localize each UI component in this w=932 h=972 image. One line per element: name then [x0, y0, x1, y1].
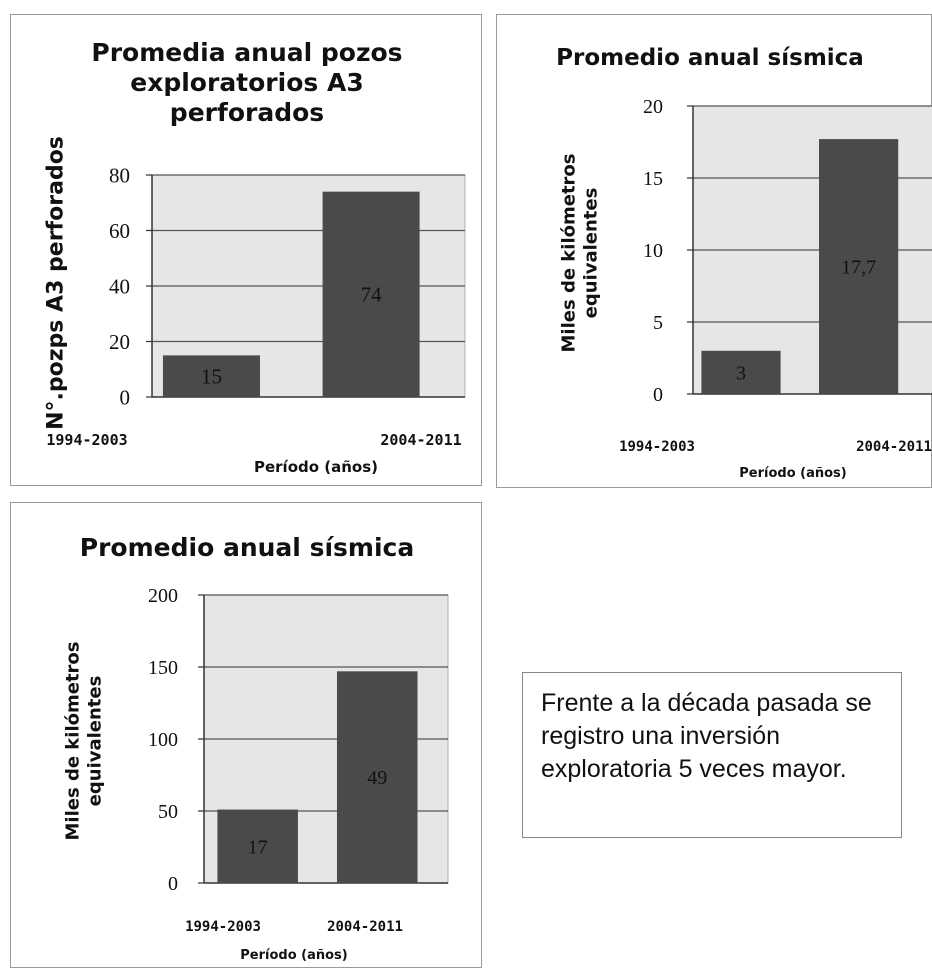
- bar: [217, 809, 298, 883]
- y-axis-label: Miles de kilómetrosequivalentes: [558, 153, 601, 352]
- chart-title-line: Promedia anual pozos: [91, 38, 402, 67]
- y-axis-label: Miles de kilómetrosequivalentes: [62, 641, 105, 840]
- bar: [162, 355, 260, 397]
- y-tick-label: 100: [148, 729, 178, 751]
- chart-title: Promedio anual sísmica: [80, 533, 414, 562]
- y-tick-label: 20: [643, 96, 663, 118]
- chart-title: Promedio anual sísmica: [556, 45, 864, 71]
- data-label: 3: [736, 362, 746, 384]
- y-tick-label: 50: [158, 801, 178, 823]
- y-axis-label-line: N°.pozps A3 perforados: [44, 136, 69, 430]
- data-label: 17,7: [841, 257, 876, 279]
- x-axis-label: Período (años): [739, 466, 847, 481]
- chart-wells: Promedia anual pozos exploratorios A3 perf…: [44, 38, 466, 476]
- x-category-label: 2004-2011: [327, 919, 403, 935]
- y-tick-label: 5: [653, 312, 663, 334]
- bar: [322, 191, 420, 397]
- x-category-label: 2004-2011: [380, 431, 461, 449]
- y-tick-label: 0: [120, 385, 131, 409]
- chart-seismic-1: Promedio anual sísmica 0 5 10 15 20 3 17,7 1994-…: [556, 45, 932, 481]
- bar: [701, 350, 781, 394]
- y-axis-label-line: Miles de kilómetros: [62, 641, 83, 840]
- chart-title-line: Promedio anual sísmica: [556, 45, 864, 71]
- chart-title-line: Promedio anual sísmica: [80, 533, 414, 562]
- x-category-label: 1994-2003: [619, 439, 695, 455]
- chart-title-line: exploratorios A3: [130, 68, 363, 97]
- y-axis-label-line: equivalentes: [580, 188, 601, 319]
- y-tick-label: 150: [148, 657, 178, 679]
- data-label: 49: [367, 767, 387, 789]
- chart-panel-seismic-1: Promedio anual sísmica 0 5 10 15 20 3 17,7 1994-…: [496, 14, 932, 488]
- bar: [819, 139, 899, 394]
- y-tick-label: 80: [109, 163, 130, 187]
- y-tick-label: 200: [148, 585, 178, 607]
- x-category-label: 2004-2011: [856, 439, 932, 455]
- data-label: 74: [361, 283, 383, 307]
- y-tick-label: 10: [643, 240, 663, 262]
- chart-title: Promedia anual pozos exploratorios A3 perf…: [91, 38, 402, 127]
- y-tick-label: 20: [109, 330, 130, 354]
- data-label: 17: [248, 836, 268, 858]
- x-axis-label: Período (años): [240, 948, 348, 963]
- y-axis-label: N°.pozps A3 perforados: [44, 136, 69, 430]
- chart-title-line: perforados: [170, 98, 324, 127]
- y-tick-label: 0: [653, 384, 663, 406]
- y-axis-label-line: equivalentes: [84, 676, 105, 807]
- y-axis-label-line: Miles de kilómetros: [558, 153, 579, 352]
- x-category-label: 1994-2003: [46, 431, 127, 449]
- data-label: 15: [201, 365, 222, 389]
- y-tick-label: 15: [643, 168, 663, 190]
- bar: [336, 671, 418, 883]
- y-tick-label: 40: [109, 274, 130, 298]
- x-category-label: 1994-2003: [185, 919, 261, 935]
- x-axis-label: Período (años): [254, 458, 378, 476]
- chart-seismic-2: Promedio anual sísmica 0 50 100 150 200 17 49 19…: [62, 533, 449, 963]
- summary-note: Frente a la década pasada se registro un…: [522, 672, 902, 838]
- y-tick-label: 0: [168, 873, 178, 895]
- chart-panel-seismic-2: Promedio anual sísmica 0 50 100 150 200 17 49 19…: [10, 502, 482, 968]
- y-tick-label: 60: [109, 219, 130, 243]
- chart-panel-wells: Promedia anual pozos exploratorios A3 perf…: [10, 14, 482, 486]
